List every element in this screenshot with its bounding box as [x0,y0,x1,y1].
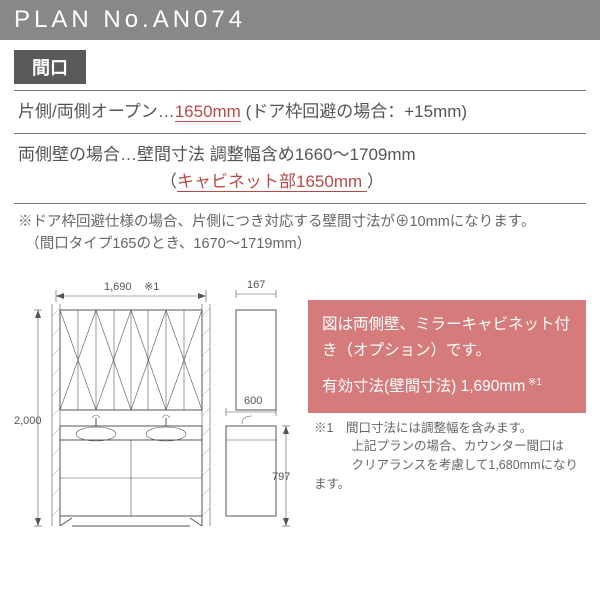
spec-block-2: 両側壁の場合…壁間寸法 調整幅含め1660～1709mm （キャビネット部165… [14,134,586,204]
spec2-post: ） [367,172,384,191]
spec-block-1: 片側/両側オープン…1650mm (ドア枠回避の場合：+15mm) [14,90,586,134]
dim-depth: 167 [247,279,265,291]
section-label-wrap: 間口 [0,40,600,90]
lower-row: 1,690 ※1 167 [0,266,600,536]
redbox-line2a: 有効寸法(壁間寸法) 1,690mm [322,378,525,395]
spec2-line2: （キャビネット部1650mm ） [18,169,582,195]
note2: （間口タイプ165のとき、1670～1719mm） [18,234,582,256]
dim-width-note: ※1 [144,281,159,293]
spec1-lead: 片側/両側オープン… [18,102,175,121]
fn3: クリアランスを考慮して1,680mmになります。 [314,456,586,494]
dim-height-full: 2,000 [14,415,42,427]
spec1-line: 片側/両側オープン…1650mm (ドア枠回避の場合：+15mm) [18,99,582,125]
redbox-line1: 図は両側壁、ミラーキャビネット付き（オプション）です。 [322,312,572,365]
red-callout: 図は両側壁、ミラーキャビネット付き（オプション）です。 有効寸法(壁間寸法) 1… [308,300,586,413]
svg-text:1,690: 1,690 [104,281,132,293]
plan-title-bar: PLAN No.AN074 [0,0,600,40]
plan-title: PLAN No.AN074 [14,6,246,33]
redbox-line2b: ※1 [525,377,542,388]
dim-width: 1,690 [104,281,132,293]
fn1: ※1 間口寸法には調整幅を含みます。 [314,419,586,438]
spec-content: 片側/両側オープン…1650mm (ドア枠回避の場合：+15mm) 両側壁の場合… [0,90,600,256]
spec1-value: 1650mm [175,102,241,122]
dim-height-lower: 797 [272,471,290,483]
section-label: 間口 [14,50,86,84]
dim-counter-depth: 600 [244,395,262,407]
spec2-hi: キャビネット部1650mm [177,172,367,192]
technical-diagram: 1,690 ※1 167 [14,266,294,536]
note1: ※ドア枠回避仕様の場合、片側につき対応する壁間寸法が⊕10mmになります。 [18,212,582,234]
spec1-tail: (ドア枠回避の場合：+15mm) [241,102,467,121]
right-column: 図は両側壁、ミラーキャビネット付き（オプション）です。 有効寸法(壁間寸法) 1… [308,266,586,536]
fn2: 上記プランの場合、カウンター間口は [314,437,586,456]
spec2-pre: （ [160,172,177,191]
footnote: ※1 間口寸法には調整幅を含みます。 上記プランの場合、カウンター間口は クリア… [308,419,586,494]
redbox-line2: 有効寸法(壁間寸法) 1,690mm ※1 [322,374,572,400]
note-block: ※ドア枠回避仕様の場合、片側につき対応する壁間寸法が⊕10mmになります。 （間… [18,212,582,256]
svg-text:※1: ※1 [144,281,159,293]
spec2-line1: 両側壁の場合…壁間寸法 調整幅含め1660～1709mm [18,142,582,168]
